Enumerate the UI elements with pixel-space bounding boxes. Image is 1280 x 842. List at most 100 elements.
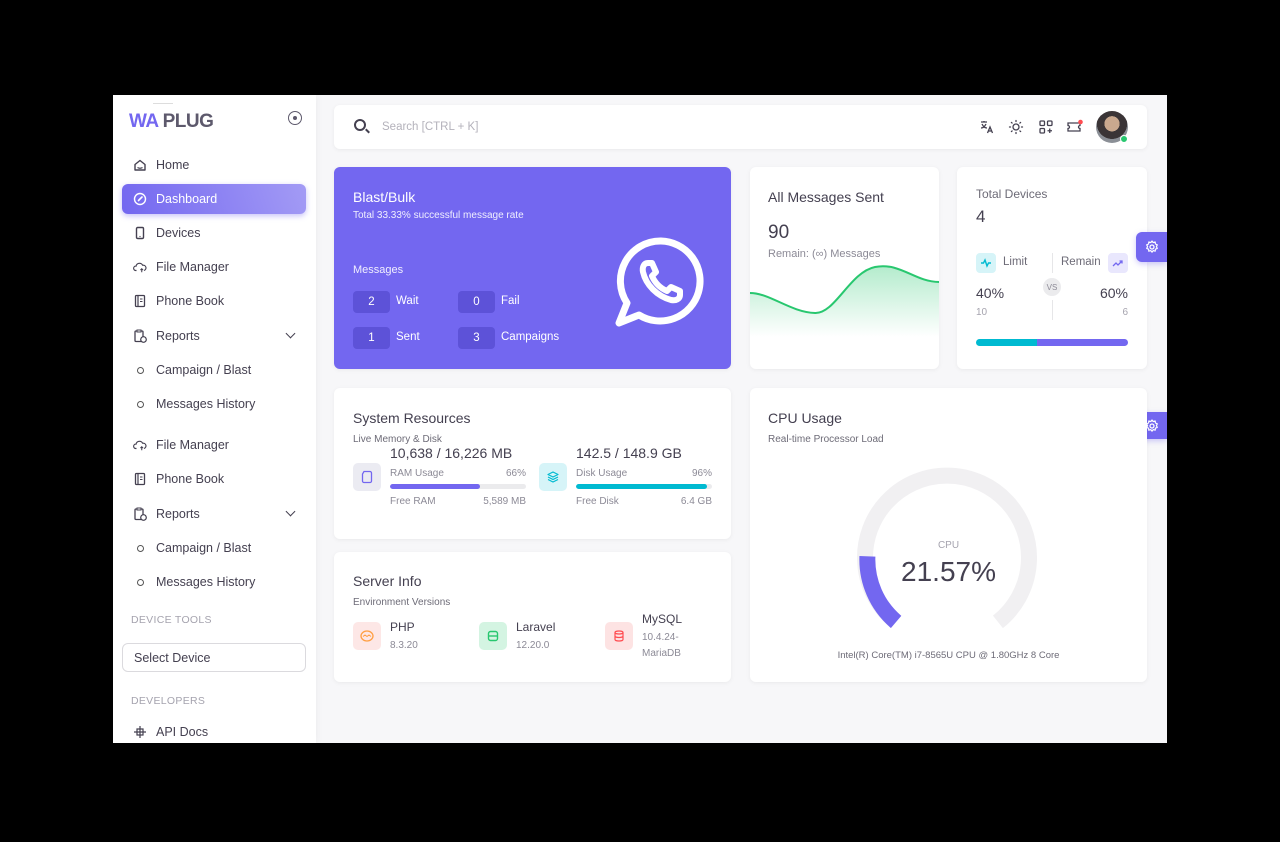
server-info-card: Server Info Environment Versions PHP 8.3… — [334, 552, 731, 682]
vs-badge: VS — [1043, 278, 1061, 296]
logo[interactable]: WA PLUG — [129, 111, 214, 133]
wait-label: Wait — [396, 295, 419, 307]
sent-label: Sent — [396, 331, 420, 343]
chevron-down-icon — [285, 506, 296, 517]
section-label-developers: DEVELOPERS — [131, 695, 206, 707]
limit-remain-progress-bar — [976, 339, 1128, 346]
remain-segment — [1036, 339, 1128, 346]
cpu-processor-info: Intel(R) Core(TM) i7-8565U CPU @ 1.80GHz… — [837, 650, 1060, 661]
circle-icon — [137, 544, 144, 552]
sidebar-item-label: Messages History — [156, 397, 256, 411]
sidebar-item-reports[interactable]: Reports — [122, 321, 306, 351]
all-messages-sent-card: All Messages Sent 90 Remain: (∞) Message… — [750, 167, 939, 369]
campaigns-label: Campaigns — [501, 331, 560, 343]
campaigns-count: 3 — [458, 327, 495, 349]
sidebar-subitem-campaign-blast-2[interactable]: Campaign / Blast — [122, 534, 306, 562]
sidebar-item-label: Reports — [156, 329, 200, 343]
sidebar-item-label: Home — [156, 158, 190, 172]
circle-icon — [137, 578, 144, 586]
section-label-device-tools: DEVICE TOOLS — [131, 614, 212, 626]
php-label: PHP — [390, 620, 415, 634]
sidebar: WA PLUG Home Dashboard Devices File Manag… — [113, 95, 316, 743]
smartphone-icon — [133, 226, 147, 240]
trending-up-icon — [1108, 253, 1128, 273]
disk-usage-percent: 96% — [691, 468, 712, 479]
apps-add-icon[interactable] — [1037, 118, 1055, 136]
php-icon — [353, 622, 381, 650]
online-status-badge — [1120, 135, 1128, 143]
sidebar-item-label: Messages History — [156, 575, 256, 589]
free-ram-value: 5,589 MB — [483, 496, 526, 507]
card-title: Server Info — [353, 573, 422, 589]
sidebar-item-label: Reports — [156, 507, 200, 521]
divider — [1052, 253, 1053, 273]
home-icon — [133, 158, 147, 172]
book-icon — [133, 472, 147, 486]
sidebar-item-label: Devices — [156, 226, 201, 240]
sidebar-subitem-messages-history-2[interactable]: Messages History — [122, 568, 306, 596]
free-disk-value: 6.4 GB — [680, 496, 712, 507]
chevron-down-icon — [285, 328, 296, 339]
card-title: CPU Usage — [768, 410, 842, 426]
laravel-version: 12.20.0 — [516, 640, 550, 651]
sidebar-item-label: File Manager — [156, 260, 229, 274]
divider — [153, 103, 173, 104]
sidebar-item-phone-book[interactable]: Phone Book — [122, 286, 306, 316]
sent-count: 1 — [353, 327, 390, 349]
messages-sent-value: 90 — [768, 222, 790, 243]
logo-wa: WA — [129, 111, 159, 132]
sidebar-item-label: Phone Book — [156, 472, 225, 486]
limit-percent: 40% — [976, 285, 1005, 301]
customizer-settings-button[interactable] — [1136, 232, 1167, 262]
laravel-label: Laravel — [516, 620, 556, 634]
sidebar-collapse-toggle-icon[interactable] — [288, 111, 302, 125]
clipboard-clock-icon — [133, 507, 147, 521]
sidebar-subitem-campaign-blast[interactable]: Campaign / Blast — [122, 356, 306, 384]
sidebar-subitem-messages-history[interactable]: Messages History — [122, 390, 306, 418]
cpu-usage-card: CPU Usage Real-time Processor Load CPU 2… — [750, 388, 1147, 682]
card-title: All Messages Sent — [768, 189, 884, 205]
translate-icon[interactable] — [978, 118, 996, 136]
api-icon — [133, 725, 147, 739]
sidebar-item-home[interactable]: Home — [122, 150, 306, 180]
cpu-value: 21.57% — [901, 556, 996, 587]
total-devices-card: Total Devices 4 Limit Remain VS 40% 60% … — [957, 167, 1147, 369]
total-devices-value: 4 — [976, 207, 986, 226]
free-disk-label: Free Disk — [576, 496, 619, 507]
card-subtitle: Total 33.33% successful message rate — [353, 210, 524, 221]
pulse-icon — [976, 253, 996, 273]
cloud-upload-icon — [133, 260, 147, 274]
sidebar-item-api-docs[interactable]: API Docs — [122, 717, 306, 743]
sidebar-item-label: Dashboard — [156, 192, 218, 206]
topbar — [334, 105, 1147, 149]
clipboard-clock-icon — [133, 329, 147, 343]
layers-icon — [539, 463, 567, 491]
circle-icon — [137, 400, 144, 408]
search-icon[interactable] — [354, 119, 366, 131]
sidebar-item-label: File Manager — [156, 438, 229, 452]
ram-usage-label: RAM Usage — [390, 468, 444, 479]
fail-count: 0 — [458, 291, 495, 313]
wait-count: 2 — [353, 291, 390, 313]
divider — [1052, 300, 1053, 320]
mysql-version-suffix: MariaDB — [642, 648, 681, 659]
search-input[interactable] — [382, 117, 682, 137]
sidebar-item-phone-book-2[interactable]: Phone Book — [122, 464, 306, 494]
sidebar-item-devices[interactable]: Devices — [122, 218, 306, 248]
sidebar-item-label: API Docs — [156, 725, 209, 739]
remain-label: Remain — [1061, 256, 1101, 268]
card-subtitle: Environment Versions — [353, 597, 451, 608]
ticket-notification-icon[interactable] — [1066, 118, 1084, 136]
limit-count: 10 — [976, 307, 988, 318]
sidebar-item-reports-2[interactable]: Reports — [122, 499, 306, 529]
select-device-dropdown[interactable]: Select Device — [122, 643, 306, 672]
sidebar-item-file-manager-2[interactable]: File Manager — [122, 430, 306, 460]
app-window: WA PLUG Home Dashboard Devices File Manag… — [113, 95, 1167, 743]
sun-icon[interactable] — [1007, 118, 1025, 136]
mysql-label: MySQL — [642, 612, 683, 626]
cloud-upload-icon — [133, 438, 147, 452]
card-title: Blast/Bulk — [353, 189, 416, 205]
sidebar-item-file-manager[interactable]: File Manager — [122, 252, 306, 282]
remain-count: 6 — [1122, 307, 1128, 318]
sidebar-item-dashboard[interactable]: Dashboard — [122, 184, 306, 214]
